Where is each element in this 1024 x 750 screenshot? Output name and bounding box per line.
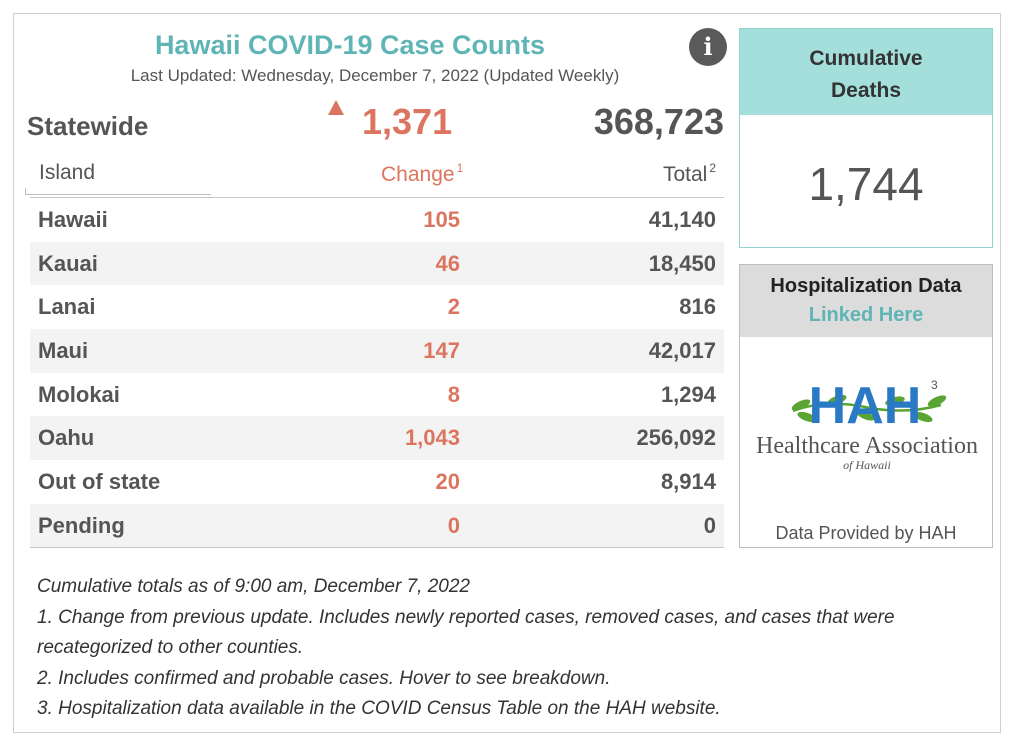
table-row[interactable]: Lanai 2 816 bbox=[30, 285, 724, 329]
cumulative-deaths-card: Cumulative Deaths 1,744 bbox=[739, 28, 993, 248]
column-header-change-label: Change bbox=[381, 163, 455, 186]
header-divider bbox=[25, 188, 211, 195]
data-provider-caption: Data Provided by HAH bbox=[775, 523, 957, 543]
island-name: Molokai bbox=[38, 381, 120, 407]
table-row[interactable]: Out of state 20 8,914 bbox=[30, 460, 724, 504]
island-total: 816 bbox=[679, 294, 716, 320]
column-header-total-label: Total bbox=[662, 163, 708, 186]
hah-logo-subname: of Hawaii bbox=[843, 458, 891, 472]
island-total: 8,914 bbox=[660, 469, 716, 495]
table-row[interactable]: Kauai 46 18,450 bbox=[30, 241, 724, 286]
island-name: Pending bbox=[38, 512, 125, 538]
column-header-change[interactable]: Change 1 bbox=[381, 161, 463, 187]
page-title: Hawaii COVID-19 Case Counts bbox=[154, 30, 546, 60]
footnote-cumulative: Cumulative totals as of 9:00 am, Decembe… bbox=[37, 576, 471, 597]
info-icon[interactable]: i bbox=[689, 28, 727, 66]
statewide-total: 368,723 bbox=[593, 101, 724, 142]
table-row[interactable]: Maui 147 42,017 bbox=[30, 329, 724, 373]
island-table: Hawaii 105 41,140 Kauai 46 18,450 Lanai … bbox=[30, 198, 724, 548]
hospitalization-link[interactable]: Linked Here bbox=[808, 304, 924, 326]
hah-logo-letters: HAH bbox=[809, 377, 922, 435]
column-header-island: Island bbox=[39, 161, 96, 184]
island-change: 0 bbox=[447, 512, 460, 538]
island-change: 20 bbox=[435, 469, 460, 495]
hah-logo-name: Healthcare Association bbox=[756, 433, 978, 459]
island-name: Lanai bbox=[38, 294, 96, 320]
cumulative-deaths-header: Cumulative Deaths bbox=[740, 29, 992, 115]
island-name: Oahu bbox=[38, 425, 95, 451]
statewide-label: Statewide bbox=[27, 111, 149, 141]
table-row[interactable]: Pending 0 0 bbox=[30, 503, 724, 548]
footnotes: Cumulative totals as of 9:00 am, Decembe… bbox=[37, 572, 987, 725]
island-name: Maui bbox=[38, 338, 89, 364]
footnote-1: 1. Change from previous update. Includes… bbox=[37, 606, 895, 628]
island-change: 46 bbox=[435, 250, 460, 276]
last-updated-text: Last Updated: Wednesday, December 7, 202… bbox=[130, 66, 620, 85]
hah-logo[interactable]: HAH 3 Healthcare Association of Hawaii bbox=[745, 371, 989, 481]
island-total: 41,140 bbox=[648, 207, 716, 232]
footnote-2: 2. Includes confirmed and probable cases… bbox=[37, 667, 611, 689]
footnote-1-cont: recategorized to other counties. bbox=[37, 637, 304, 658]
table-row[interactable]: Oahu 1,043 256,092 bbox=[30, 416, 724, 461]
table-bottom-line bbox=[30, 547, 724, 548]
island-total: 1,294 bbox=[660, 381, 716, 407]
island-name: Out of state bbox=[38, 469, 161, 495]
table-row[interactable]: Hawaii 105 41,140 bbox=[30, 198, 724, 242]
footnote-2-marker: 2 bbox=[709, 161, 716, 175]
hospitalization-header: Hospitalization Data Linked Here bbox=[740, 265, 992, 337]
island-change: 2 bbox=[447, 294, 460, 320]
cumulative-deaths-value: 1,744 bbox=[808, 158, 924, 210]
island-total: 18,450 bbox=[648, 250, 716, 276]
cumulative-deaths-label-2: Deaths bbox=[830, 79, 902, 102]
island-change: 8 bbox=[447, 381, 460, 407]
island-total: 42,017 bbox=[648, 338, 716, 364]
island-total: 256,092 bbox=[636, 425, 716, 451]
table-row[interactable]: Molokai 8 1,294 bbox=[30, 373, 724, 417]
island-name: Hawaii bbox=[38, 207, 108, 232]
table-top-line bbox=[30, 197, 724, 198]
island-total: 0 bbox=[703, 512, 716, 538]
footnote-3: 3. Hospitalization data available in the… bbox=[37, 698, 721, 719]
statewide-change: 1,371 bbox=[362, 101, 453, 142]
island-change: 105 bbox=[423, 207, 460, 232]
footnote-1-marker: 1 bbox=[456, 161, 464, 175]
cumulative-deaths-label: Cumulative bbox=[809, 47, 923, 70]
island-change: 147 bbox=[423, 338, 460, 364]
column-header-total[interactable]: Total 2 bbox=[663, 161, 716, 187]
up-triangle-icon bbox=[328, 100, 344, 115]
island-name: Kauai bbox=[38, 250, 98, 276]
footnote-3-marker: 3 bbox=[931, 378, 938, 392]
hospitalization-title: Hospitalization Data bbox=[770, 275, 962, 297]
hospitalization-card: Hospitalization Data Linked Here HAH 3 H… bbox=[739, 264, 993, 548]
island-change: 1,043 bbox=[404, 425, 460, 451]
